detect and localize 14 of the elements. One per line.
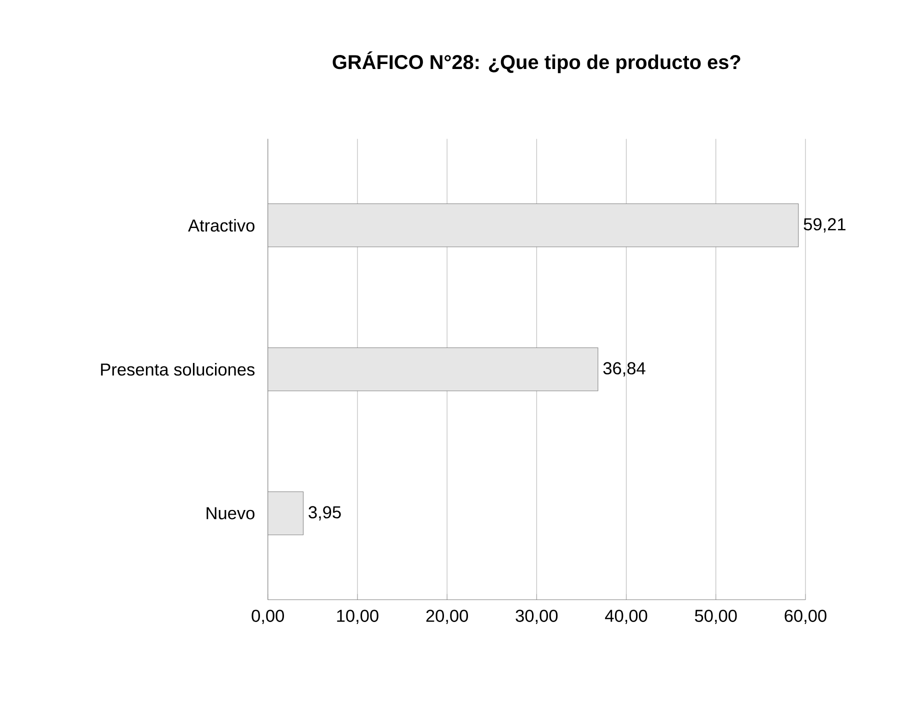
x-tick-label: 0,00 [252, 610, 284, 624]
x-tick-label: 30,00 [516, 610, 558, 624]
y-tick-label: Atractivo [188, 218, 254, 232]
x-tick-label: 10,00 [337, 610, 378, 624]
y-tick-label: Nuevo [206, 507, 254, 520]
data-label: 3,95 [308, 506, 341, 520]
data-label: 59,21 [804, 218, 846, 232]
data-label: 36,84 [603, 362, 646, 376]
chart-title: GRÁFICO N°28: ¿Que tipo de producto es? [332, 51, 740, 74]
x-tick-label: 50,00 [694, 610, 737, 624]
x-tick-label: 40,00 [605, 610, 648, 624]
x-tick-label: 60,00 [784, 610, 826, 624]
x-tick-label: 20,00 [426, 610, 468, 624]
y-tick-label: Presenta soluciones [101, 362, 255, 376]
